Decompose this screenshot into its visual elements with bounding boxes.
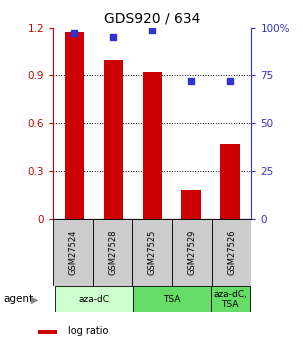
Bar	[93, 219, 132, 286]
Bar	[181, 190, 201, 219]
Bar	[65, 32, 84, 219]
Text: GSM27529: GSM27529	[188, 230, 196, 275]
Bar	[142, 72, 162, 219]
Bar	[211, 286, 250, 312]
Text: aza-dC: aza-dC	[78, 295, 109, 304]
Bar	[132, 219, 172, 286]
Bar	[220, 144, 240, 219]
Text: ▶: ▶	[31, 294, 38, 304]
Bar	[38, 330, 57, 334]
Bar	[172, 219, 212, 286]
Text: GSM27524: GSM27524	[68, 230, 77, 275]
Text: aza-dC,
TSA: aza-dC, TSA	[213, 290, 247, 309]
Point	[189, 78, 194, 84]
Point	[228, 78, 232, 84]
Bar	[133, 286, 211, 312]
Bar	[212, 219, 251, 286]
Text: GSM27528: GSM27528	[108, 230, 117, 275]
Text: agent: agent	[3, 294, 33, 304]
Point	[111, 34, 116, 40]
Text: GSM27525: GSM27525	[148, 230, 157, 275]
Bar	[55, 286, 133, 312]
Bar	[53, 219, 93, 286]
Text: TSA: TSA	[163, 295, 180, 304]
Point	[150, 27, 155, 32]
Text: GSM27526: GSM27526	[227, 230, 236, 275]
Bar	[104, 59, 123, 219]
Point	[72, 31, 77, 36]
Text: log ratio: log ratio	[68, 326, 108, 336]
Title: GDS920 / 634: GDS920 / 634	[104, 11, 201, 25]
